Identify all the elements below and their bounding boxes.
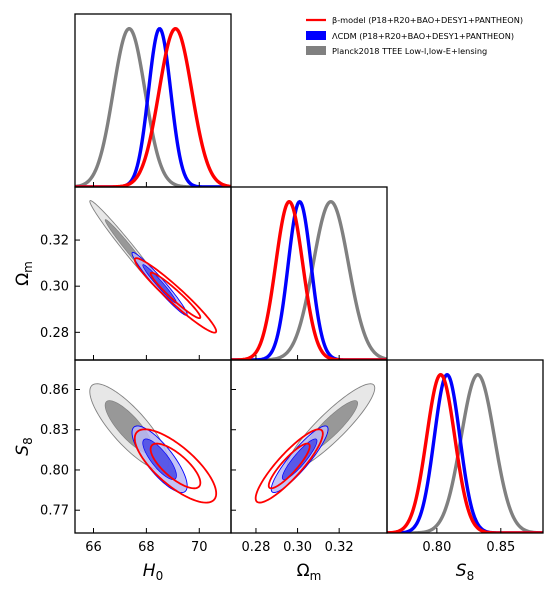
y-axis-label-S8: S8 xyxy=(13,437,35,455)
contour-fills-layer xyxy=(89,200,376,494)
x-tick-label: 0.85 xyxy=(486,540,515,555)
contour-95-model xyxy=(133,428,218,504)
panel-Om-S8-contours xyxy=(270,383,376,494)
marginal-curve-model xyxy=(387,372,543,533)
y-tick-label: 0.30 xyxy=(40,280,69,295)
x-axis-label-Om: Ωm xyxy=(297,561,322,583)
panel-H0-S8-contours xyxy=(89,383,188,494)
legend-swatch-lcdm xyxy=(306,31,326,40)
panel-H0-S8-contour-lines xyxy=(133,428,218,504)
contour-68-model xyxy=(267,442,311,490)
y-tick-label: 0.32 xyxy=(40,234,69,249)
y-tick-label: 0.77 xyxy=(40,504,69,519)
contour-95-model xyxy=(133,257,218,334)
x-tick-label: 0.30 xyxy=(283,540,312,555)
y-tick-label: 0.83 xyxy=(40,423,69,438)
panel-frames-layer xyxy=(74,13,544,534)
legend-label-beta: β-model (P18+R20+BAO+DESY1+PANTHEON) xyxy=(332,15,523,25)
y-axis-label-Om: Ωm xyxy=(13,261,35,286)
marginal-curve-cdm xyxy=(387,372,543,533)
marginal-curve-planck2018 xyxy=(231,199,387,360)
marginal-curve-planck2018 xyxy=(387,373,543,533)
ticks-layer xyxy=(75,182,502,533)
y-tick-label: 0.80 xyxy=(40,463,69,478)
panel-S8-marginal xyxy=(387,372,543,533)
marginal-curve-model xyxy=(231,199,387,360)
x-tick-label: 0.32 xyxy=(325,540,354,555)
labels-layer: 66 68 70 0.28 0.30 0.32 0.80 0.85 0.28 0.30 0.32 0.… xyxy=(13,234,515,583)
panel-Om-S8-contour-lines xyxy=(254,428,324,504)
contour-68-model xyxy=(149,271,202,320)
x-axis-label-S8: S8 xyxy=(456,561,474,583)
panel-H0-Om-contour-lines xyxy=(133,257,218,334)
contour-95-model xyxy=(254,428,324,504)
legend-label-lcdm: ΛCDM (P18+R20+BAO+DESY1+PANTHEON) xyxy=(332,31,514,41)
legend: β-model (P18+R20+BAO+DESY1+PANTHEON) ΛCD… xyxy=(306,15,523,56)
x-axis-label-H0: H0 xyxy=(143,561,163,583)
y-tick-label: 0.28 xyxy=(40,326,69,341)
y-tick-label: 0.86 xyxy=(40,383,69,398)
x-tick-label: 0.28 xyxy=(241,540,270,555)
panel-H0-marginal xyxy=(75,26,231,187)
panel-Om-marginal xyxy=(231,199,387,360)
x-tick-label: 0.80 xyxy=(422,540,451,555)
x-tick-label: 70 xyxy=(191,540,208,555)
x-tick-label: 66 xyxy=(85,540,102,555)
contour-68-model xyxy=(149,442,202,490)
panel-H0-Om-contours xyxy=(89,200,188,316)
legend-label-planck: Planck2018 TTEE Low-l,low-E+lensing xyxy=(332,46,487,56)
legend-swatch-planck xyxy=(306,46,326,55)
x-tick-label: 68 xyxy=(138,540,155,555)
panel-frame-S8-S8 xyxy=(386,359,544,534)
marginal-curve-planck2018 xyxy=(75,27,231,187)
